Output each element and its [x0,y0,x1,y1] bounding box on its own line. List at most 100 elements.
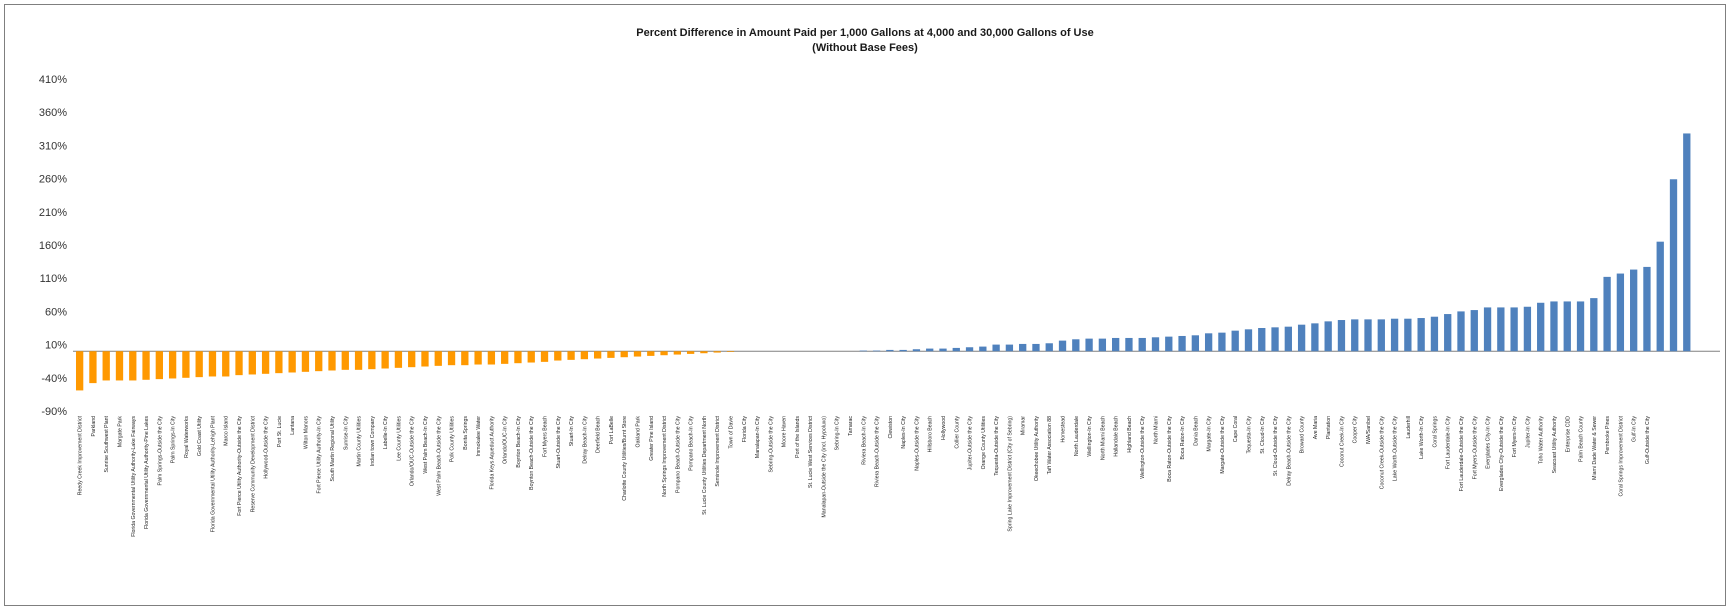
bar [593,351,602,359]
bar [899,349,907,352]
bar [1457,311,1465,352]
bar [235,351,243,376]
x-category-label: Enterprise CDD [1565,416,1571,453]
bar [660,351,668,356]
x-category-label: Martin County Utilities [357,416,363,467]
bar [1444,314,1452,352]
bar [1032,343,1040,352]
x-category-label: Palm Beach County [1579,416,1585,462]
x-category-label: Everglades City-In City [1486,416,1492,469]
bar [1098,338,1107,352]
x-category-label: Delray Beach-In City [582,416,588,464]
bar [1603,276,1611,352]
bar [1537,302,1545,352]
bar [1311,323,1319,352]
bar [208,351,217,377]
bar [1417,318,1425,352]
x-category-label: Coral Springs [1432,416,1438,448]
y-tick-label: 110% [40,273,68,285]
x-category-label: Toho Water Authority [1539,416,1545,464]
bar [1005,344,1014,352]
x-category-label: Fort Lauderdale-In City [1446,416,1452,469]
x-category-label: Coconut Creek-Outside the City [1379,416,1385,490]
bar [1151,337,1160,352]
bar [1337,320,1346,352]
x-category-label: Okeechobee Utility Authority [1034,416,1040,482]
bar [75,351,84,391]
x-category-label: Jupiter-Outside the City [968,416,974,471]
bar [261,351,270,374]
bar [1138,337,1146,352]
x-category-label: Fort Myers-In City [1512,416,1518,458]
x-category-label: Lee County Utilities [396,416,402,461]
x-category-label: Deerfield Beach [596,416,602,453]
bar [328,351,336,371]
bar [1191,335,1200,352]
bar [1390,318,1399,352]
bar [713,351,721,353]
x-category-label: Port LaBelle [609,416,615,444]
x-category-label: North Lauderdale [1074,416,1080,456]
bar [1470,310,1478,352]
x-category-label: Fort Pierce Utility Authority-Outside th… [237,416,243,516]
x-category-label: Jupiter-In City [1525,416,1531,448]
bar [381,351,389,369]
bar [700,351,708,354]
x-category-label: IWA/Sanibel [1366,416,1372,444]
bar [461,351,469,366]
x-category-label: Stuart-Outside the City [556,416,562,469]
bar [1576,301,1585,352]
x-category-label: Charlotte County Utilities/Burnt Store [622,416,628,501]
x-category-label: Tequesta-In City [1246,416,1252,454]
bar [580,351,589,360]
x-category-label: Palm Springs-Outside the City [157,416,163,486]
x-category-label: Town of Davie [728,416,734,449]
bar [1231,330,1239,352]
bar [1643,266,1651,352]
bar [1204,333,1213,352]
bar [1112,337,1120,352]
x-category-label: Seacoast Utility Authority [1552,416,1558,474]
x-category-label: Wilton Manors [303,416,309,450]
x-category-label: Fort Myers-Outside the City [1472,416,1478,480]
x-category-label: Boynton Beach-Outside the City [529,416,535,490]
x-category-label: Lake Worth-Outside the City [1393,416,1399,481]
bar [421,351,429,367]
x-category-label: South Martin Regional Utility [330,416,336,482]
x-category-label: Lauderhill [1406,416,1412,439]
bar [315,351,323,372]
x-category-label: Sunrise Southwest Plant [104,415,110,472]
bar [341,351,349,370]
x-category-label: Florida City [742,416,748,443]
x-category-label: Ave Maria [1313,416,1319,439]
x-category-label: Dania Beach [1193,416,1199,446]
bar [1284,326,1292,352]
bar [142,351,150,380]
bar [647,351,655,356]
x-category-label: Boynton Beach-In City [516,416,522,468]
bar [992,344,1000,352]
bar [607,351,615,358]
bar [102,351,110,381]
x-category-label: Palm Springs-In City [171,416,177,464]
y-tick-label: 410% [39,74,67,86]
x-category-label: Pompano Beach-Outside the City [675,416,681,493]
x-category-label: Fort Myers Beach [543,416,549,457]
x-category-label: Wellington-In City [1087,416,1093,457]
bar [527,351,535,363]
x-category-label: Taft Water Association 88 [1047,416,1053,474]
x-category-label: Royal Waterworks [184,416,190,458]
x-category-label: Marco Island [224,416,230,446]
bar [1430,316,1439,352]
bar [912,349,921,352]
bar [301,351,310,372]
bar [275,351,283,374]
bar [952,347,960,352]
bar [1351,319,1359,352]
x-category-label: St. Lucie West Services District [808,415,814,488]
x-category-label: Pompano Beach-In City [689,416,695,471]
x-category-label: Fort Lauderdale-Outside the City [1459,416,1465,492]
x-category-label: Lantana [290,416,296,435]
bar [1616,273,1625,352]
bar [673,351,681,355]
